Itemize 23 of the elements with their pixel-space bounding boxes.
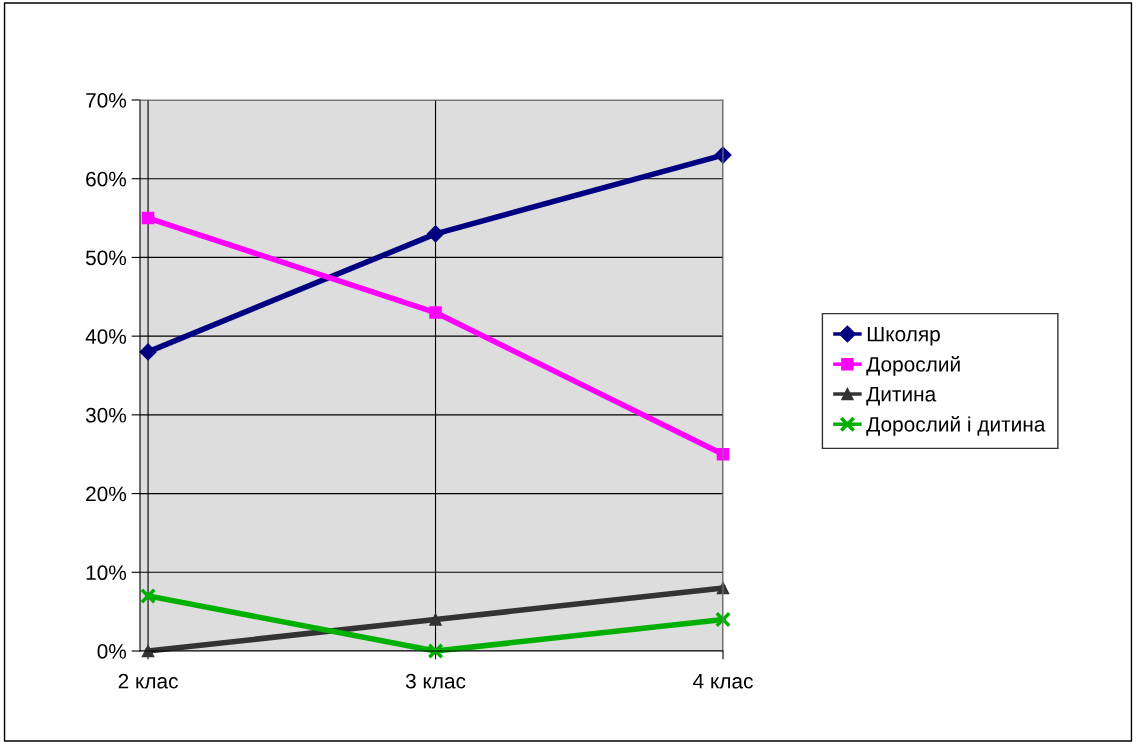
legend-label: Дорослий — [866, 356, 960, 376]
y-tick-label: 0% — [97, 644, 127, 659]
y-tick-label: 20% — [86, 486, 127, 502]
x-tick-label: 2 клас — [118, 673, 178, 689]
point — [715, 611, 731, 628]
point — [426, 225, 445, 243]
point — [427, 643, 444, 659]
x-tick-label: 4 клас — [693, 673, 753, 689]
y-tick-label: 30% — [85, 407, 127, 423]
x-tick-label: 3 клас — [405, 673, 466, 689]
y-tick-label: 70% — [86, 93, 127, 108]
legend-label: Дорослий і дитина — [866, 416, 1046, 436]
point — [141, 211, 155, 225]
legend-label: Школяр — [867, 326, 940, 346]
y-tick-label: 40% — [85, 329, 127, 344]
y-tick-label: 60% — [86, 171, 127, 187]
y-tick-label: 50% — [85, 250, 127, 266]
point — [429, 613, 442, 626]
y-tick-label: 10% — [86, 565, 127, 581]
point — [139, 343, 157, 361]
point — [140, 587, 157, 604]
point — [429, 306, 442, 319]
legend-label: Дитина — [866, 386, 937, 406]
